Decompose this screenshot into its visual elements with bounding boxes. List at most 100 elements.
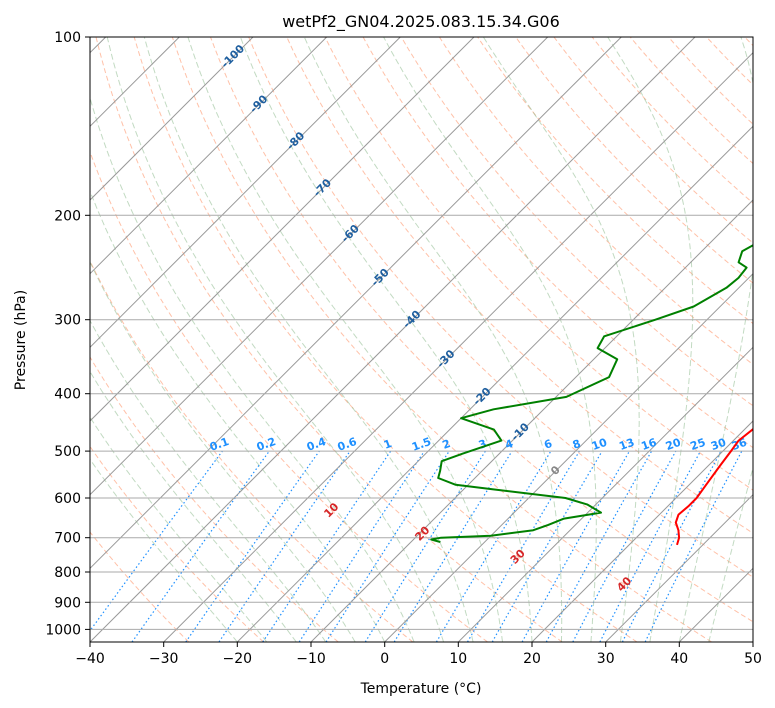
dewpoint-profile-line [430,244,753,543]
x-axis: −40 −30 −20 −10 0 10 20 30 40 50 [75,642,762,667]
mixing-ratio-line [298,450,425,642]
x-tick-label: 20 [523,651,541,667]
mixing-ratio-label: 0.4 [305,435,328,454]
mixing-ratio-label: 2 [441,437,453,452]
moist-adiabat-line [106,37,445,642]
isotherm-line [90,37,549,496]
mixing-ratio-label: 6 [542,437,554,452]
isotherm-line [163,51,753,642]
y-tick-label: 700 [54,531,81,547]
x-tick-label: 40 [670,651,688,667]
isotherm-line [531,420,753,642]
y-axis: 100 200 300 400 500 600 700 800 900 1000 [45,30,90,638]
x-tick-label: −10 [296,651,326,667]
isotherm-line [605,493,753,642]
y-tick-label: 800 [54,565,81,581]
moist-adiabat-line [383,37,597,642]
isotherm-line [384,272,753,642]
isotherm-line [90,37,696,642]
temperature-profile-line [674,427,753,546]
x-tick-label: 30 [597,651,615,667]
dry-adiabat-line [477,37,753,325]
x-axis-label: Temperature (°C) [360,681,482,697]
moist-adiabat-line [482,37,640,642]
mixing-ratio-label: 36 [730,436,749,454]
dry-adiabat-line [324,37,753,491]
mixing-ratio-line [185,450,320,642]
y-tick-label: 900 [54,595,81,611]
isotherm-line [90,37,328,275]
x-tick-label: 0 [380,651,389,667]
mixing-ratio-labels: 0.1 0.2 0.4 0.6 1 1.5 2 3 4 6 8 10 13 16 20 25 30 36 [208,435,749,454]
isotherm-line [457,346,753,642]
mixing-ratio-label: 1 [382,437,394,452]
moist-adiabat-line [678,37,753,642]
mixing-ratio-label: 0.6 [336,435,359,454]
mixing-ratio-line [545,450,653,642]
y-tick-label: 200 [54,208,81,224]
mixing-ratio-line [131,450,270,642]
moist-adiabat-line [187,37,503,642]
moist-adiabat-line [90,458,238,642]
mixing-ratio-label: 1.5 [410,435,433,454]
isotherm-line [90,37,401,349]
dry-adiabat-line [171,37,712,642]
moist-adiabat-line [303,37,563,642]
y-tick-label: 100 [54,30,81,46]
dry-adiabat-line [286,37,753,534]
dry-adiabat-line [248,37,753,578]
mixing-ratio-line [521,450,631,642]
moist-adiabat-line [90,189,386,642]
y-tick-label: 500 [54,444,81,460]
x-tick-label: 50 [744,651,762,667]
mixing-ratio-label: 20 [664,436,683,454]
x-tick-label: −20 [223,651,253,667]
background-lines [90,37,753,642]
plot-frame [89,36,754,643]
mixing-ratio-label: 13 [617,436,636,453]
mixing-ratio-label: 0.1 [208,435,231,454]
isotherm-line [90,37,475,422]
mixing-ratio-line [572,450,677,642]
sounding-series [430,244,753,546]
moist-adiabat-line [90,370,297,642]
mixing-ratio-label: 30 [709,436,728,454]
mixing-ratio-label: 4 [503,437,515,452]
moist-adiabat-line [90,260,356,642]
chart-title: wetPf2_GN04.2025.083.15.34.G06 [282,12,560,32]
dry-adiabat-line [400,37,753,407]
mixing-ratio-label: 10 [590,436,609,454]
mixing-ratio-line [90,450,223,632]
y-tick-label: 400 [54,387,81,403]
mixing-ratio-line [644,450,743,642]
y-tick-label: 300 [54,313,81,329]
mixing-ratio-label: 0.2 [255,435,278,454]
mixing-ratio-line [393,450,513,642]
moist-adiabat-line [607,37,694,642]
mixing-ratio-label: 3 [477,437,489,452]
moist-adiabat-line [90,416,268,642]
mixing-ratio-line [262,450,392,642]
x-tick-label: −30 [149,651,179,667]
dry-adiabat-line [133,37,638,642]
mixing-ratio-line [218,450,351,642]
isotherm-line [310,199,753,642]
plot-area: -100-90-80-70-60-50-40-30-20-100 1020304… [90,37,753,642]
isotherm-line [90,37,622,570]
isotherm-line [236,125,753,642]
isotherm-line [90,37,254,201]
mixing-ratio-label: 8 [571,437,583,452]
dry-adiabat-line [515,37,753,284]
y-tick-label: 1000 [45,622,81,638]
mixing-ratio-line [325,450,450,642]
y-axis-label: Pressure (hPa) [13,290,29,390]
x-tick-label: 10 [449,651,467,667]
mixing-ratio-label: 16 [639,436,658,454]
y-tick-label: 600 [54,491,81,507]
mixing-ratio-label: 25 [688,436,707,453]
moist-adiabat-line [143,37,474,642]
moist-adiabat-line [239,37,533,642]
dry-adiabat-line [90,531,190,642]
